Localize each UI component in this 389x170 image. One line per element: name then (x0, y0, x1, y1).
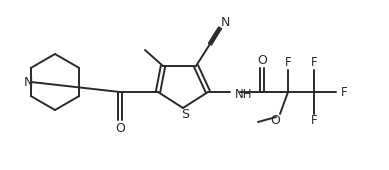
Text: F: F (311, 115, 317, 128)
Text: F: F (285, 56, 291, 70)
Text: F: F (341, 86, 348, 98)
Text: NH: NH (235, 88, 252, 100)
Text: N: N (23, 75, 33, 89)
Text: O: O (115, 122, 125, 134)
Text: F: F (311, 56, 317, 70)
Text: S: S (181, 108, 189, 122)
Text: O: O (257, 54, 267, 66)
Text: N: N (220, 16, 230, 30)
Text: O: O (270, 115, 280, 128)
